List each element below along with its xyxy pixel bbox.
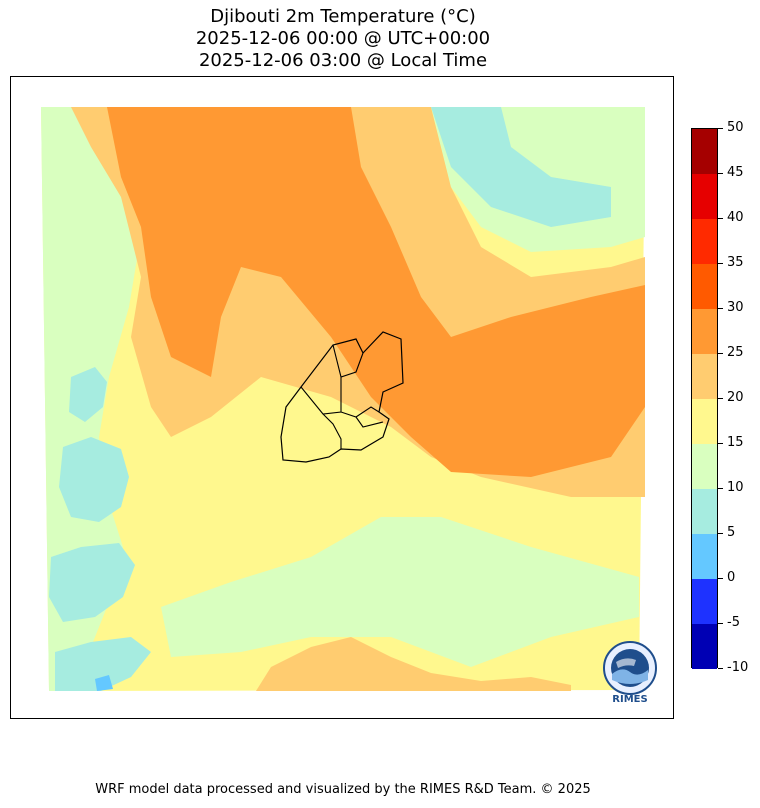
- field-south-hills: [256, 637, 571, 691]
- title-line-local: 2025-12-06 03:00 @ Local Time: [198, 50, 488, 71]
- colorbar-tick-label: 35: [727, 255, 744, 270]
- colorbar-segment: [692, 174, 717, 219]
- colorbar-tick: [718, 263, 723, 264]
- field-ne-cold: [431, 107, 611, 227]
- colorbar-tick: [718, 353, 723, 354]
- colorbar-tick-label: 30: [727, 300, 744, 315]
- colorbar-tick: [718, 308, 723, 309]
- colorbar-tick: [718, 128, 723, 129]
- colorbar-tick: [718, 398, 723, 399]
- temperature-colorbar: [691, 128, 718, 669]
- title-line-utc: 2025-12-06 00:00 @ UTC+00:00: [195, 28, 491, 49]
- colorbar-tick-label: 40: [727, 210, 744, 225]
- colorbar-tick: [718, 443, 723, 444]
- field-west-cold-3: [49, 543, 135, 622]
- colorbar-segment: [692, 534, 717, 579]
- colorbar-tick-label: 5: [727, 525, 736, 540]
- colorbar-segment: [692, 264, 717, 309]
- colorbar-tick: [718, 668, 723, 669]
- temperature-field: [41, 107, 645, 691]
- colorbar-tick-label: 25: [727, 345, 744, 360]
- colorbar-tick: [718, 623, 723, 624]
- colorbar-segment: [692, 354, 717, 399]
- colorbar-tick: [718, 488, 723, 489]
- field-sw-cold: [55, 637, 151, 691]
- colorbar-segment: [692, 624, 717, 669]
- field-west-cold-2: [59, 437, 129, 522]
- colorbar-tick-label: 45: [727, 165, 744, 180]
- colorbar-tick: [718, 218, 723, 219]
- logo-globe-icon: [603, 641, 657, 695]
- rimes-globe-logo-icon: RIMES: [598, 640, 662, 708]
- colorbar-segment: [692, 579, 717, 624]
- logo-label: RIMES: [612, 694, 648, 705]
- field-west-cold-1: [69, 367, 107, 422]
- colorbar-segment: [692, 399, 717, 444]
- colorbar-segment: [692, 444, 717, 489]
- colorbar-tick-label: 10: [727, 480, 744, 495]
- colorbar-segment: [692, 309, 717, 354]
- colorbar-segment: [692, 489, 717, 534]
- title-line-variable: Djibouti 2m Temperature (°C): [210, 6, 476, 27]
- colorbar-tick-label: 15: [727, 435, 744, 450]
- colorbar-tick: [718, 173, 723, 174]
- field-south-cool: [161, 517, 639, 667]
- colorbar-tick-label: 50: [727, 120, 744, 135]
- colorbar-tick-label: 0: [727, 570, 736, 585]
- map-panel: [10, 76, 674, 719]
- colorbar-tick-label: 20: [727, 390, 744, 405]
- district-lines: [300, 344, 384, 449]
- field-sw-freeze: [95, 675, 113, 691]
- footer-credit: WRF model data processed and visualized …: [95, 782, 591, 797]
- colorbar-tick-label: -10: [727, 660, 749, 675]
- map-title: Djibouti 2m Temperature (°C) 2025-12-06 …: [0, 6, 686, 72]
- field-north-warm: [107, 107, 645, 477]
- colorbar-tick: [718, 578, 723, 579]
- colorbar-tick-label: -5: [727, 615, 740, 630]
- colorbar-segment: [692, 129, 717, 174]
- colorbar-tick: [718, 533, 723, 534]
- colorbar-segment: [692, 219, 717, 264]
